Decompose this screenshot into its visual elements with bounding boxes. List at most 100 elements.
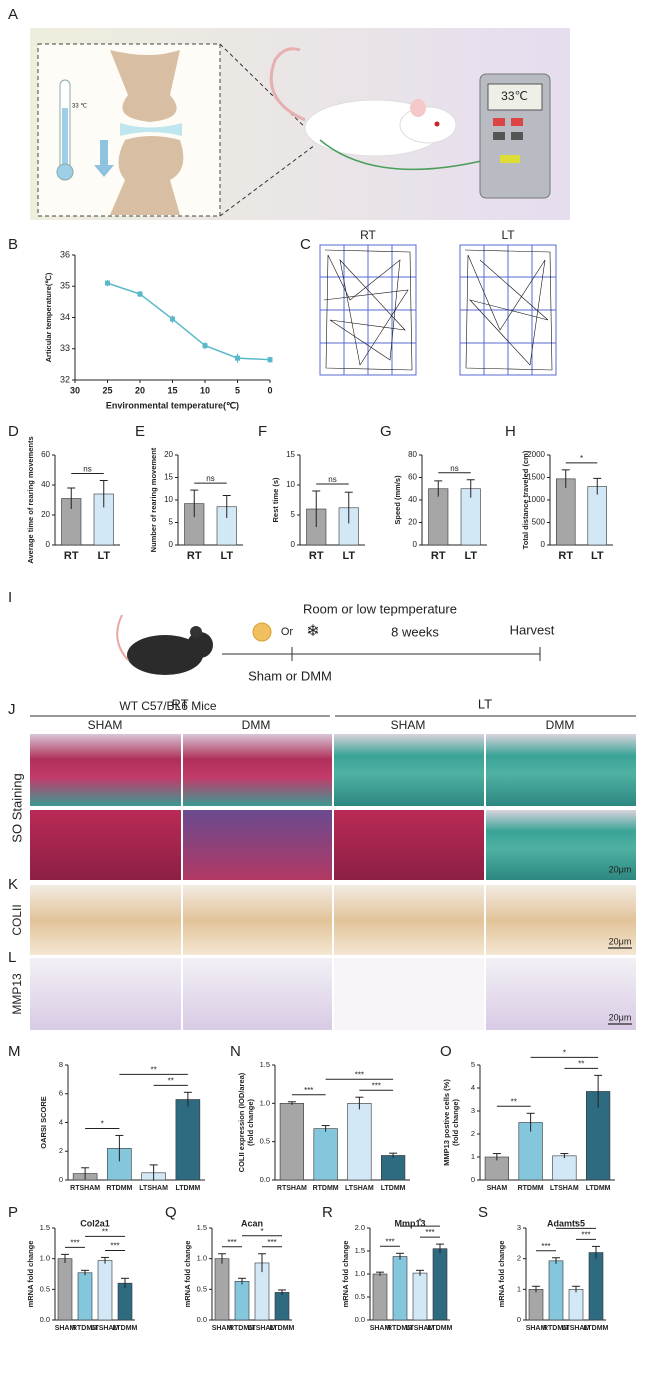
x-tick-label: SHAM xyxy=(487,1185,508,1192)
y-tick-label: 80 xyxy=(408,450,417,459)
device-reading: 33℃ xyxy=(501,89,528,103)
bar xyxy=(274,1292,290,1321)
y-tick-label: 0 xyxy=(291,540,296,549)
y-tick-label: 0.0 xyxy=(197,1315,207,1324)
x-tick-label: LT xyxy=(220,550,233,562)
probe-wire xyxy=(319,139,506,171)
significance-label: *** xyxy=(425,1228,434,1237)
y-tick-label: 33 xyxy=(60,343,70,353)
y-axis-label: Number of rearing movement xyxy=(149,447,158,552)
scale-bar-label: 20μm xyxy=(609,864,632,874)
x-tick-label: SHAM xyxy=(370,1325,391,1332)
timeline: WT C57/BL6 Mice Room or low tepmperature… xyxy=(116,601,555,713)
y-tick-label: 60 xyxy=(408,473,417,482)
x-tick-label: RT xyxy=(431,550,446,562)
significance-label: ns xyxy=(328,475,336,484)
femur xyxy=(110,50,180,122)
y-tick-label: 500 xyxy=(532,518,546,527)
panel-label: A xyxy=(8,6,18,23)
y-tick-label: 20 xyxy=(41,510,50,519)
significance-label: *** xyxy=(385,1237,394,1246)
x-tick-label: LTSHAM xyxy=(550,1185,579,1192)
x-tick-label: LTDMM xyxy=(584,1325,609,1332)
y-axis-label: Total distance traveled (cm) xyxy=(521,450,530,549)
y-tick-label: 4 xyxy=(59,1117,63,1126)
significance-label: ns xyxy=(450,464,458,473)
y-tick-label: 2.0 xyxy=(355,1223,365,1232)
mouse-ear xyxy=(190,626,202,638)
bar xyxy=(313,1128,338,1181)
bar xyxy=(392,1256,408,1321)
x-tick-label: RTSHAM xyxy=(70,1185,100,1192)
cartilage xyxy=(120,123,182,136)
x-tick-label: LTDMM xyxy=(270,1325,295,1332)
x-tick-label: RTDMM xyxy=(387,1325,413,1332)
y-tick-label: 40 xyxy=(41,480,50,489)
significance-label: *** xyxy=(70,1238,79,1247)
y-tick-label: 0 xyxy=(471,1175,475,1184)
panel-label: P xyxy=(8,1204,18,1221)
y-tick-label: 8 xyxy=(59,1060,63,1069)
panel-label: H xyxy=(505,423,516,440)
group-label: LT xyxy=(501,228,515,242)
significance-label: * xyxy=(563,1048,566,1057)
y-tick-label: 0 xyxy=(517,1315,521,1324)
y-tick-label: 40 xyxy=(408,495,417,504)
micrograph xyxy=(183,810,332,880)
y-axis-label: mRNA fold change xyxy=(341,1241,350,1308)
y-tick-label: 4 xyxy=(471,1083,475,1092)
track xyxy=(464,249,553,371)
bar xyxy=(77,1272,93,1321)
bar xyxy=(588,1252,604,1321)
y-axis-label: MMP13 postive cells (%) xyxy=(442,1079,451,1166)
panel-label: K xyxy=(8,876,18,893)
x-tick-label: LT xyxy=(342,550,355,562)
or-label: Or xyxy=(281,626,294,638)
panel-label: O xyxy=(440,1043,452,1060)
bar xyxy=(279,1103,304,1181)
y-tick-label: 5 xyxy=(471,1060,475,1069)
y-tick-label: 5 xyxy=(291,510,296,519)
significance-label: * xyxy=(574,1220,577,1229)
significance-label: *** xyxy=(581,1231,590,1240)
endpoint-label: Harvest xyxy=(510,622,555,637)
data-point xyxy=(235,355,240,361)
y-tick-label: 60 xyxy=(41,450,50,459)
y-tick-label: 0 xyxy=(59,1175,63,1184)
significance-label: *** xyxy=(355,1070,364,1079)
bar xyxy=(372,1273,388,1321)
x-tick-label: RTDMM xyxy=(72,1325,98,1332)
y-tick-label: 20 xyxy=(408,518,417,527)
x-tick-label: LTDMM xyxy=(586,1185,611,1192)
panel-label: J xyxy=(8,701,16,718)
significance-label: ** xyxy=(511,1097,517,1106)
bar xyxy=(381,1155,406,1181)
y-tick-label: 1 xyxy=(517,1284,521,1293)
y-axis-label: mRNA fold change xyxy=(497,1241,506,1308)
micrograph xyxy=(486,885,636,955)
y-tick-label: 2 xyxy=(59,1146,63,1155)
mouse-body xyxy=(127,635,203,675)
device-button xyxy=(493,118,505,126)
y-axis-label: mRNA fold change xyxy=(183,1241,192,1308)
panel-label: M xyxy=(8,1043,21,1060)
thermometer-reading: 33 ℃ xyxy=(72,104,87,110)
x-tick-label: LTDMM xyxy=(113,1325,138,1332)
significance-label: ** xyxy=(151,1065,157,1074)
y-tick-label: 0.5 xyxy=(40,1284,50,1293)
significance-label: ** xyxy=(102,1227,108,1236)
significance-label: *** xyxy=(110,1242,119,1251)
mouse-tail xyxy=(116,614,129,661)
mouse-head xyxy=(187,632,213,658)
y-tick-label: 2 xyxy=(517,1254,521,1263)
y-tick-label: 0 xyxy=(541,540,546,549)
x-tick-label: LTSHAM xyxy=(406,1325,435,1332)
tibia xyxy=(110,136,184,215)
y-tick-label: 1.0 xyxy=(355,1269,365,1278)
y-tick-label: 0 xyxy=(413,540,418,549)
micrograph xyxy=(183,734,332,806)
significance-label: ns xyxy=(206,474,214,483)
x-tick-label: RT xyxy=(309,550,324,562)
panel-label: L xyxy=(8,949,16,966)
x-tick-label: LTDMM xyxy=(428,1325,453,1332)
